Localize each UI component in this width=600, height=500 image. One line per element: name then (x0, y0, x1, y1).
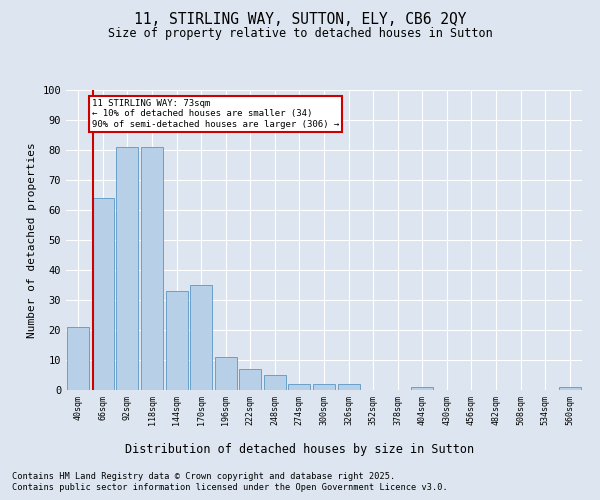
Bar (264, 375, 286, 390)
Text: Contains HM Land Registry data © Crown copyright and database right 2025.: Contains HM Land Registry data © Crown c… (12, 472, 395, 481)
Bar (559, 387, 581, 390)
Bar (92, 198, 114, 390)
Bar (215, 357, 237, 390)
Bar (67, 327, 89, 390)
Bar (116, 147, 139, 390)
Bar (338, 384, 359, 390)
Y-axis label: Number of detached properties: Number of detached properties (27, 142, 37, 338)
Text: Size of property relative to detached houses in Sutton: Size of property relative to detached ho… (107, 28, 493, 40)
Text: 11, STIRLING WAY, SUTTON, ELY, CB6 2QY: 11, STIRLING WAY, SUTTON, ELY, CB6 2QY (134, 12, 466, 28)
Text: Contains public sector information licensed under the Open Government Licence v3: Contains public sector information licen… (12, 484, 448, 492)
Text: Distribution of detached houses by size in Sutton: Distribution of detached houses by size … (125, 442, 475, 456)
Bar (313, 384, 335, 390)
Bar (141, 147, 163, 390)
Bar (239, 369, 262, 390)
Bar (190, 285, 212, 390)
Bar (289, 384, 310, 390)
Bar (411, 387, 433, 390)
Bar (166, 291, 188, 390)
Text: 11 STIRLING WAY: 73sqm
← 10% of detached houses are smaller (34)
90% of semi-det: 11 STIRLING WAY: 73sqm ← 10% of detached… (92, 99, 339, 129)
